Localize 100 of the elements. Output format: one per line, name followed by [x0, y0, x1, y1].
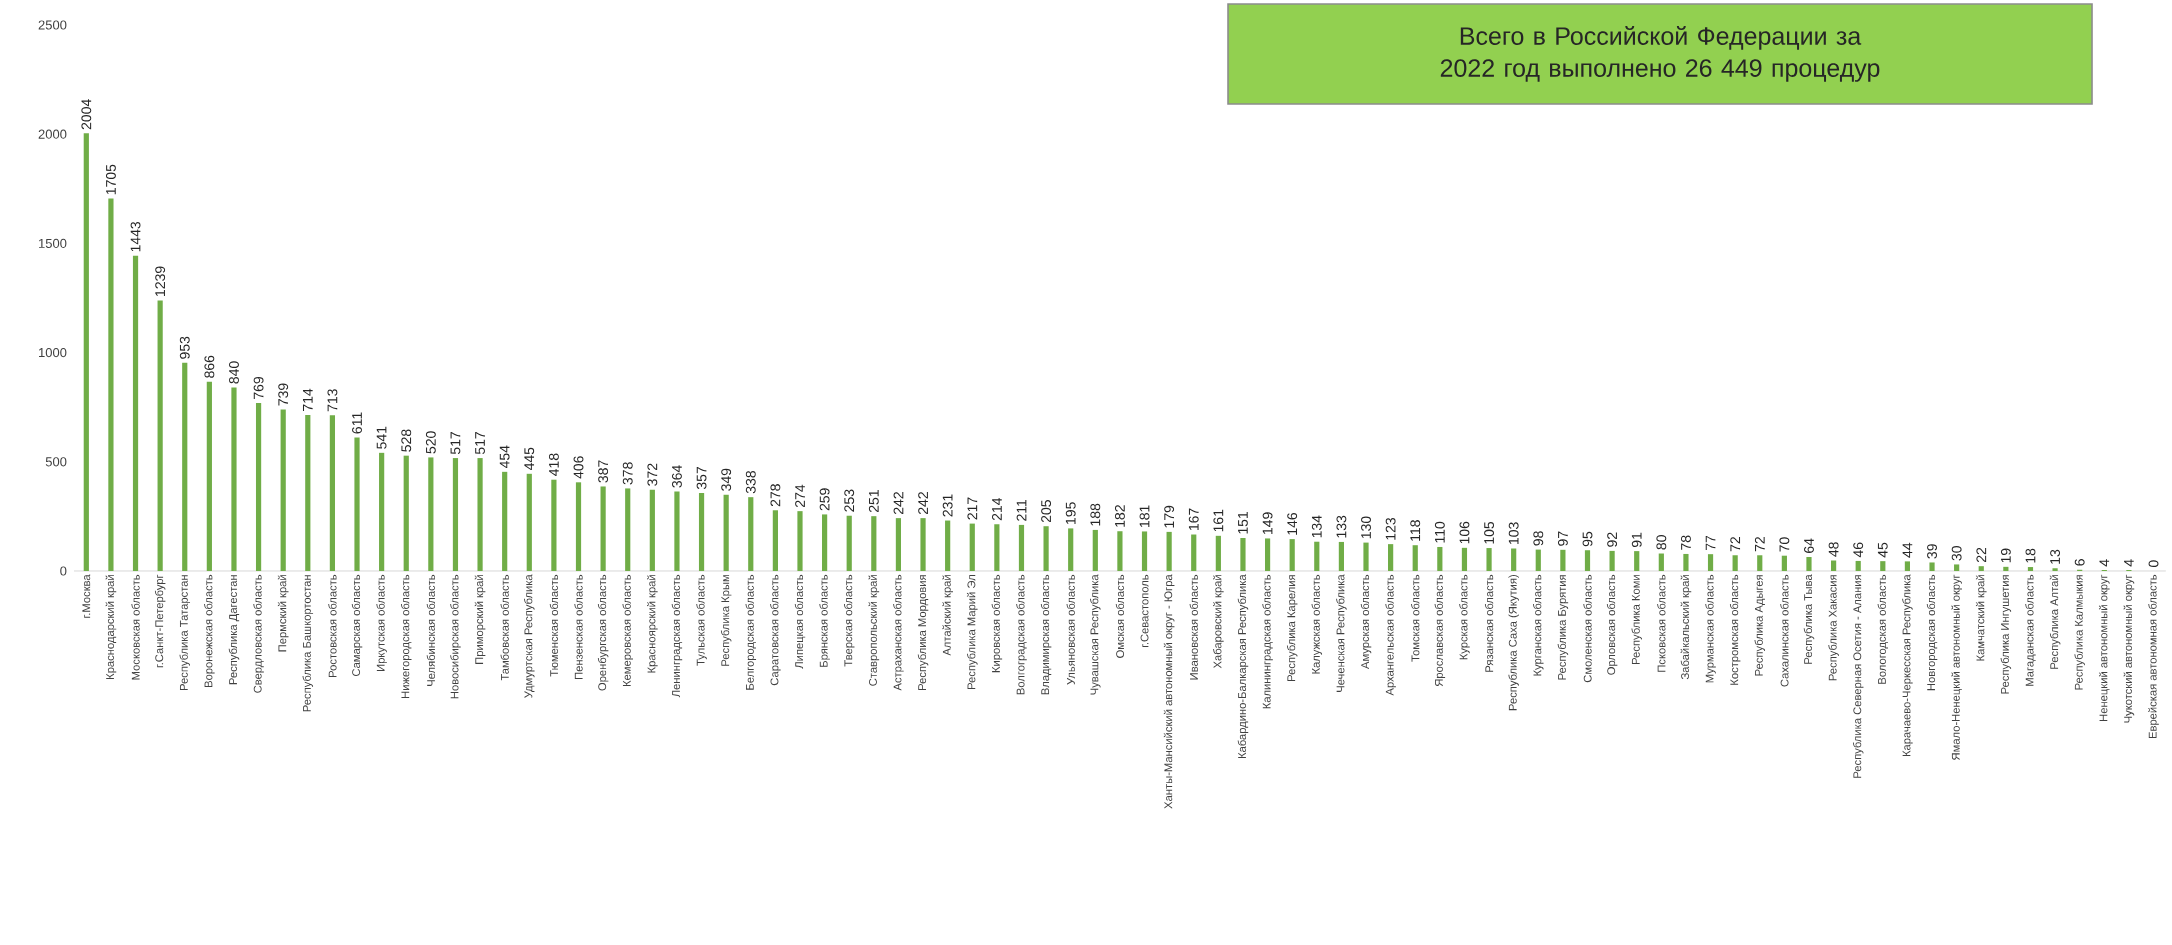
x-tick-label: Магаданская область — [2025, 574, 2036, 686]
data-label: 714 — [302, 388, 313, 411]
x-tick-label: Воронежская область — [204, 574, 215, 688]
bar — [452, 458, 459, 571]
bar — [1314, 541, 1320, 571]
data-label: 278 — [770, 484, 781, 507]
bar — [206, 381, 212, 571]
bar — [674, 491, 680, 571]
data-label: 45 — [1877, 542, 1888, 558]
data-label: 4 — [2124, 559, 2134, 567]
bar — [1880, 561, 1886, 571]
bar — [1141, 531, 1148, 571]
bar — [329, 415, 336, 571]
bar — [1904, 561, 1911, 571]
data-label: 0 — [2148, 560, 2159, 568]
bar — [1584, 550, 1591, 571]
x-tick-label: Пермский край — [277, 575, 289, 652]
x-tick-label: Свердловская область — [253, 574, 264, 693]
bar — [1707, 554, 1714, 571]
bar — [1634, 551, 1640, 571]
bar — [108, 198, 114, 571]
x-tick-label: Омская область — [1115, 574, 1125, 658]
x-tick-label: г.Санкт-Петербург — [154, 574, 166, 668]
data-label: 840 — [229, 361, 239, 384]
data-label: 274 — [795, 484, 805, 508]
bar — [1240, 538, 1246, 571]
bar — [1806, 557, 1812, 571]
x-tick-label: Саратовская область — [770, 574, 781, 686]
bar — [2052, 568, 2058, 571]
data-label: 231 — [942, 494, 953, 517]
data-label: 211 — [1016, 499, 1027, 521]
data-label: 454 — [499, 445, 510, 469]
bar — [1264, 538, 1271, 571]
bar — [502, 471, 508, 571]
bar — [1388, 544, 1394, 571]
data-label: 97 — [1557, 531, 1568, 546]
bar — [83, 133, 89, 571]
bar — [1683, 553, 1689, 571]
x-tick-label: Оренбургская область — [597, 574, 609, 691]
x-tick-label: г.Москва — [82, 574, 91, 618]
data-label: 251 — [868, 490, 879, 513]
bar — [1338, 541, 1344, 571]
x-tick-label: Республика Бурятия — [1557, 575, 1569, 680]
bar — [1486, 548, 1492, 571]
data-label: 195 — [1065, 502, 1076, 524]
bar — [354, 437, 360, 571]
bar — [920, 518, 926, 571]
x-tick-label: Орловская область — [1606, 574, 1618, 675]
data-label: 72 — [1754, 536, 1765, 552]
x-tick-label: Челябинская область — [426, 574, 435, 686]
data-label: 520 — [425, 431, 436, 454]
data-label: 2004 — [81, 99, 92, 130]
bar — [403, 455, 409, 571]
bar — [1511, 548, 1517, 571]
data-label: 6 — [2074, 559, 2085, 566]
data-label: 182 — [1114, 505, 1125, 527]
data-label: 214 — [992, 497, 1002, 521]
bar — [2027, 567, 2034, 571]
bar — [698, 493, 705, 571]
x-tick-label: Республика Адыгея — [1754, 575, 1766, 676]
data-label: 146 — [1287, 512, 1298, 535]
data-label: 1705 — [105, 164, 116, 195]
bar — [428, 457, 434, 571]
bar — [255, 403, 262, 571]
bar — [945, 520, 951, 571]
x-tick-label: Кировская область — [991, 574, 1003, 673]
bar — [1191, 534, 1197, 571]
bar — [182, 362, 188, 571]
data-label: 48 — [1828, 542, 1839, 557]
x-tick-label: Архангельская область — [1385, 574, 1396, 696]
data-label: 151 — [1238, 511, 1248, 534]
bar — [1018, 524, 1025, 571]
bar — [1166, 531, 1172, 571]
x-tick-label: Амурская область — [1360, 574, 1372, 669]
data-label: 98 — [1533, 531, 1544, 546]
data-label: 123 — [1385, 518, 1396, 540]
x-tick-label: Алтайский край — [942, 575, 953, 656]
bar — [2003, 566, 2009, 571]
x-tick-label: Хабаровский край — [1213, 575, 1224, 669]
data-label: 77 — [1705, 535, 1716, 551]
x-tick-label: Брянская область — [819, 574, 830, 667]
bar — [1363, 542, 1369, 571]
data-label: 445 — [524, 447, 535, 471]
bar — [231, 387, 237, 571]
data-label: 517 — [450, 432, 461, 455]
bar — [822, 514, 828, 571]
data-label: 91 — [1631, 532, 1642, 548]
x-tick-label: Республика Северная Осетия - Алания — [1852, 575, 1864, 778]
data-label: 179 — [1164, 505, 1175, 528]
x-tick-label: Липецкая область — [794, 574, 806, 669]
x-tick-label: Томская область — [1411, 574, 1420, 662]
data-label: 13 — [2050, 549, 2061, 564]
data-label: 364 — [672, 465, 682, 488]
bar — [625, 488, 631, 571]
x-tick-label: Красноярский край — [647, 575, 658, 673]
x-tick-label: Кабардино-Балкарская Республика — [1237, 574, 1249, 759]
x-tick-label: Калининградская область — [1262, 574, 1273, 709]
bar — [1535, 549, 1541, 571]
x-tick-label: Еврейская автономная область — [2148, 574, 2159, 739]
data-label: 866 — [204, 355, 215, 378]
